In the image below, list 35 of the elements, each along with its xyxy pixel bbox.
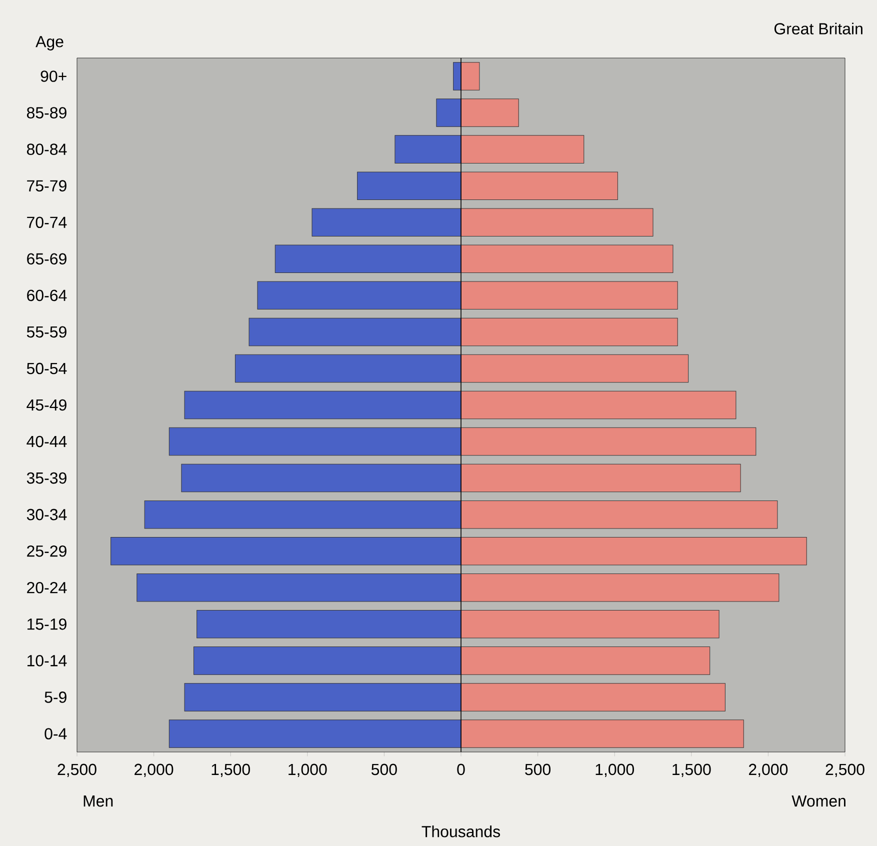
y-tick-label: 15-19 xyxy=(28,618,66,630)
y-tick-label: 30-34 xyxy=(26,508,67,520)
x-tick-label: 1,500 xyxy=(212,764,250,778)
text: Women xyxy=(792,796,846,807)
y-tick-label: 50-54 xyxy=(26,362,67,374)
y-tick-label: 5-9 xyxy=(44,692,66,703)
y-tick-label: 65-69 xyxy=(27,253,66,265)
y-tick-label: 70-74 xyxy=(27,216,67,228)
x-tick-label: 1,000 xyxy=(288,764,327,778)
x-tick-label: 1,000 xyxy=(596,764,634,778)
chart-subtitle: Great Britain xyxy=(774,22,862,34)
y-axis-title: Age xyxy=(36,36,64,50)
x-tick-label: 2,500 xyxy=(826,764,864,778)
y-tick-label: 80-84 xyxy=(26,144,67,155)
y-tick-label: 45-49 xyxy=(26,399,66,411)
text: Men xyxy=(84,796,113,807)
y-tick-label: 75-79 xyxy=(27,180,66,192)
x-tick-label: 500 xyxy=(372,764,397,776)
y-tick-label: 55-59 xyxy=(26,326,66,338)
y-tick-label: 90+ xyxy=(40,70,66,82)
y-tick-label: 60-64 xyxy=(27,290,67,302)
x-tick-label: 0 xyxy=(457,764,465,776)
y-tick-label: 85-89 xyxy=(26,107,66,118)
x-tick-label: 2,000 xyxy=(134,764,174,778)
y-tick-label: 0-4 xyxy=(44,728,67,740)
x-tick-label: 1,500 xyxy=(672,764,711,778)
y-tick-label: 10-14 xyxy=(28,655,67,666)
y-tick-label: 20-24 xyxy=(27,582,67,594)
y-tick-label: 35-39 xyxy=(26,472,66,484)
x-tick-label: 2,000 xyxy=(748,764,788,778)
x-tick-label: 500 xyxy=(525,764,551,776)
y-tick-label: 25-29 xyxy=(27,545,66,557)
text: Thousands xyxy=(422,826,500,838)
x-tick-label: 2,500 xyxy=(58,764,96,778)
y-tick-label: 40-44 xyxy=(26,436,67,448)
